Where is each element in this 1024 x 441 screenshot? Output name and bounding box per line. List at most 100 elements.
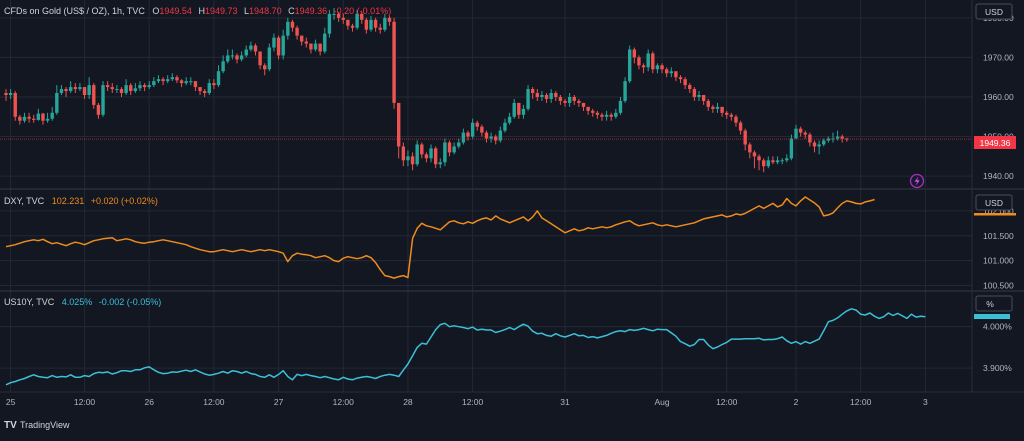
candle-body	[577, 100, 581, 103]
candle-body	[124, 85, 128, 94]
tradingview-logo[interactable]: TV TradingView	[4, 420, 70, 431]
candle-body	[641, 65, 646, 68]
us10y-title: US10Y, TVC	[4, 297, 55, 307]
candle-body	[517, 102, 521, 115]
gold-last-price-label: 1949.36	[974, 136, 1016, 149]
candle-body	[68, 87, 73, 92]
candle-body	[78, 87, 82, 90]
candle-body	[332, 13, 336, 15]
candle-body	[752, 152, 757, 157]
candle-body	[304, 41, 308, 44]
candle-body	[646, 53, 650, 68]
gold-currency-button-frame	[975, 3, 1013, 20]
candle-body	[45, 118, 50, 121]
candle-body	[253, 45, 258, 52]
candle-body	[623, 81, 627, 101]
candle-body	[27, 116, 31, 119]
candle-body	[614, 112, 618, 117]
candle-body	[743, 130, 747, 145]
lightning-badge[interactable]	[909, 173, 925, 189]
candle-body	[175, 77, 179, 81]
candle-body	[433, 148, 438, 165]
candle-body	[549, 93, 553, 99]
candle-body	[512, 102, 516, 117]
candle-body	[688, 85, 692, 90]
candle-body	[683, 79, 687, 86]
candle-body	[521, 108, 526, 115]
candle-body	[535, 93, 539, 97]
candle-body	[198, 87, 202, 92]
candle-body	[785, 158, 789, 161]
candle-body	[438, 162, 442, 165]
candle-body	[392, 21, 396, 103]
candle-body	[142, 85, 147, 88]
candle-body	[369, 19, 373, 30]
candle-body	[489, 136, 493, 139]
time-tick-label: 3	[923, 397, 928, 407]
price-tick-label: 1960.00	[983, 92, 1014, 102]
gold-candles[interactable]	[4, 7, 849, 173]
candle-body	[586, 106, 590, 111]
us10y-series[interactable]	[5, 308, 926, 386]
gold-legend[interactable]: CFDs on Gold (US$ / OZ), 1h, TVC O1949.5…	[4, 6, 391, 16]
candle-body	[207, 83, 211, 94]
dxy-currency-button[interactable]: USD	[975, 194, 1013, 211]
gold-low-label: L	[244, 6, 249, 16]
candle-body	[152, 81, 156, 86]
dxy-last-label	[974, 213, 1016, 216]
candle-body	[461, 132, 466, 143]
us10y-unit-button[interactable]: %	[975, 295, 1013, 312]
candle-body	[373, 19, 378, 28]
us10y-legend[interactable]: US10Y, TVC 4.025% -0.002 (-0.05%)	[4, 297, 161, 307]
candle-body	[563, 100, 567, 103]
candle-body	[105, 85, 110, 88]
candle-body	[701, 95, 706, 101]
gold-low-value: 1948.70	[249, 6, 282, 16]
us10y-line	[5, 308, 926, 386]
candle-body	[618, 100, 623, 113]
gold-open-value: 1949.54	[159, 6, 192, 16]
candle-body	[484, 132, 489, 139]
candle-body	[18, 116, 22, 121]
candle-body	[189, 81, 193, 83]
candle-body	[184, 81, 188, 84]
tradingview-logo-icon: TV	[4, 420, 17, 431]
candle-body	[309, 43, 313, 50]
candle-body	[470, 122, 475, 137]
candle-body	[41, 113, 45, 121]
dxy-currency-text: USD	[985, 198, 1003, 208]
candle-body	[567, 96, 572, 103]
candle-body	[835, 136, 840, 139]
gold-currency-button[interactable]: USD	[975, 3, 1013, 20]
dxy-series[interactable]	[5, 196, 875, 279]
time-tick-label: 31	[560, 397, 570, 407]
candle-body	[226, 55, 230, 62]
time-axis[interactable]: 25 12:00 26 12:00 27 12:00 28 12:00 31 Aug 12:00 2 1…	[6, 397, 928, 407]
lightning-icon	[914, 176, 920, 186]
candle-body	[706, 100, 710, 107]
candle-body	[129, 85, 133, 92]
gold-last-price-bg	[974, 136, 1016, 149]
candle-body	[323, 33, 327, 52]
candle-body	[4, 93, 8, 95]
candle-body	[812, 142, 817, 147]
candle-body	[341, 17, 345, 20]
candle-body	[378, 27, 382, 30]
candle-body	[720, 106, 724, 113]
time-tick-label: 25	[6, 397, 16, 407]
candle-body	[235, 55, 239, 60]
candle-body	[133, 88, 138, 92]
candle-body	[725, 112, 729, 115]
candle-body	[600, 114, 604, 117]
candle-body	[286, 21, 290, 36]
candle-body	[313, 43, 318, 50]
candle-body	[544, 95, 549, 99]
dxy-legend[interactable]: DXY, TVC 102.231 +0.020 (+0.02%)	[4, 196, 158, 206]
candle-body	[64, 89, 68, 92]
candle-body	[346, 19, 350, 26]
time-tick-label: 12:00	[462, 397, 484, 407]
candle-body	[295, 27, 299, 36]
